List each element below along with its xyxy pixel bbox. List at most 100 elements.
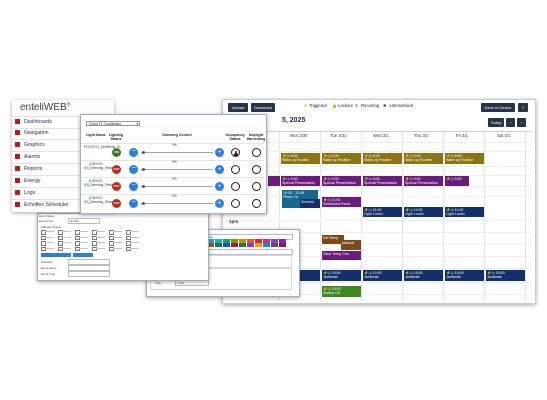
color-swatch[interactable] <box>263 243 270 247</box>
help-button[interactable]: ? <box>518 103 528 112</box>
lighting-status-toggle[interactable]: OFF <box>112 199 121 208</box>
menu-item-alarms[interactable]: Alarms <box>12 152 112 164</box>
event-special-tue[interactable]: ⚡◷ 9:00 Special Presentation <box>322 176 361 186</box>
event-special-mon[interactable]: ⚡◷ 9:00 Special Presentation <box>281 176 320 186</box>
group-checkbox[interactable] <box>58 230 63 235</box>
group-checkbox[interactable] <box>41 230 46 235</box>
color-swatch[interactable] <box>271 239 278 243</box>
event-special-thu[interactable]: ⚡◷ 9:00 Special Presentation <box>404 176 443 186</box>
group-checkbox[interactable] <box>126 235 131 240</box>
group-checkbox[interactable] <box>41 246 46 251</box>
group-checkbox[interactable] <box>75 246 80 251</box>
group-checkbox[interactable] <box>58 241 63 246</box>
event-manual[interactable]: Manual <box>341 240 361 250</box>
event-wake-up-tue[interactable]: ⚡◷ 6:00 Wake up Routine <box>322 153 361 164</box>
group-checkbox[interactable] <box>92 246 97 251</box>
today-button[interactable]: Today <box>488 118 504 127</box>
group-checkbox[interactable] <box>41 241 46 246</box>
color-swatch[interactable] <box>215 239 222 243</box>
group-checkbox[interactable] <box>109 241 114 246</box>
menu-item-graphics[interactable]: Graphics <box>12 140 112 152</box>
color-swatch[interactable] <box>207 239 214 243</box>
dimming-slider[interactable] <box>141 152 213 153</box>
event-janitorial-sat[interactable]: ⚡◷ 19:00 Janitorial <box>486 270 525 281</box>
group-checkbox[interactable] <box>58 235 63 240</box>
event-clear-temp[interactable]: Clear Temp Con. <box>322 251 361 260</box>
affected-groups-grid[interactable] <box>41 230 143 252</box>
group-checkbox[interactable] <box>92 235 97 240</box>
event-set-temp[interactable]: Set Temp <box>322 235 344 244</box>
menu-item-navigation[interactable]: Navigation <box>12 128 112 140</box>
coordinator-select[interactable]: Coord F1 Coordinator ▾ <box>86 121 140 126</box>
group-checkbox[interactable] <box>92 230 97 235</box>
dim-up-button[interactable]: + <box>215 182 224 191</box>
lighting-status-toggle[interactable]: OFF <box>112 165 121 174</box>
color-swatch[interactable] <box>279 243 286 247</box>
color-swatch[interactable] <box>231 243 238 247</box>
color-swatch[interactable] <box>247 243 254 247</box>
color-swatch[interactable] <box>279 239 286 243</box>
group-checkbox[interactable] <box>126 230 131 235</box>
event-special-fri[interactable]: ⚡◷ 9:00 <box>445 176 469 186</box>
color-swatch[interactable] <box>223 243 230 247</box>
dim-down-button[interactable]: − <box>129 199 138 208</box>
dim-down-button[interactable]: − <box>129 165 138 174</box>
group-checkbox[interactable] <box>92 241 97 246</box>
dim-up-button[interactable]: + <box>215 148 224 157</box>
event-wake-up-wed[interactable]: ⚡◷ 6:00 Wake up Routine <box>363 153 402 164</box>
slider-handle[interactable] <box>142 151 145 154</box>
dimming-slider[interactable] <box>141 203 213 204</box>
menu-item-logs[interactable]: Logs <box>12 188 112 200</box>
download-button[interactable]: Download <box>251 103 275 112</box>
color-swatch[interactable] <box>263 239 270 243</box>
event-name-2-input[interactable] <box>68 265 110 271</box>
color-swatch[interactable] <box>231 239 238 243</box>
event-lunch-thu[interactable]: ⚡◷ 11:00 Light Lunch <box>404 207 443 217</box>
event-type-2-select[interactable] <box>68 271 110 277</box>
next-week-button[interactable]: › <box>517 118 526 127</box>
event-janitorial-tue[interactable]: ⚡◷ 19:00 Janitorial <box>322 270 361 281</box>
dim-down-button[interactable]: − <box>129 182 138 191</box>
event-sweep-off[interactable]: ⚡◷ 19:00 Sweep Off <box>322 286 361 297</box>
group-checkbox[interactable] <box>109 246 114 251</box>
group-checkbox[interactable] <box>41 235 46 240</box>
event-scheduled-tue[interactable]: ⚡◷ 11:00 Scheduled Event <box>322 197 361 207</box>
color-swatch[interactable] <box>239 239 246 243</box>
lighting-status-toggle[interactable]: ON <box>112 148 121 157</box>
save-to-device-button[interactable]: Save to Device <box>481 103 515 112</box>
clear-groups-button[interactable] <box>73 253 93 257</box>
menu-item-energy[interactable]: Energy <box>12 176 112 188</box>
group-checkbox[interactable] <box>58 246 63 251</box>
event-scheduled-short[interactable]: Schedul <box>300 199 320 208</box>
color-swatch[interactable] <box>255 239 262 243</box>
dim-up-button[interactable]: + <box>215 165 224 174</box>
event-special-wed[interactable]: ⚡◷ 9:00 Special Presentation <box>363 176 402 186</box>
dimming-slider[interactable] <box>141 186 213 187</box>
slider-handle[interactable] <box>142 168 145 171</box>
color-swatch[interactable] <box>215 243 222 247</box>
group-checkbox[interactable] <box>75 241 80 246</box>
color-swatch[interactable] <box>271 243 278 247</box>
schedule-select[interactable] <box>68 259 110 265</box>
event-janitorial-wed[interactable]: ⚡◷ 19:00 Janitorial <box>363 270 402 281</box>
group-checkbox[interactable] <box>109 230 114 235</box>
dimming-slider[interactable] <box>141 169 213 170</box>
menu-item-echoflex-scheduler[interactable]: Echoflex Scheduler <box>12 200 112 211</box>
event-lunch-wed[interactable]: ⚡◷ 11:00 Light Lunch <box>363 207 402 217</box>
apply-groups-button[interactable] <box>41 253 71 257</box>
dim-up-button[interactable]: + <box>215 199 224 208</box>
color-swatch[interactable] <box>255 243 262 247</box>
event-type-select[interactable]: On/Off <box>68 218 100 224</box>
group-checkbox[interactable] <box>126 246 131 251</box>
lighting-status-toggle[interactable]: OFF <box>112 182 121 191</box>
group-checkbox[interactable] <box>75 235 80 240</box>
event-lunch-fri[interactable]: ⚡◷ 11:00 Light Lunch <box>445 207 484 217</box>
color-swatch[interactable] <box>239 243 246 247</box>
dim-down-button[interactable]: − <box>129 148 138 157</box>
color-swatch[interactable] <box>207 243 214 247</box>
group-checkbox[interactable] <box>75 230 80 235</box>
color-swatch[interactable] <box>247 239 254 243</box>
group-checkbox[interactable] <box>109 235 114 240</box>
event-special-sun[interactable] <box>268 176 280 186</box>
event-wake-up-fri[interactable]: ⚡◷ 6:00 Wake up Routine <box>445 153 484 164</box>
